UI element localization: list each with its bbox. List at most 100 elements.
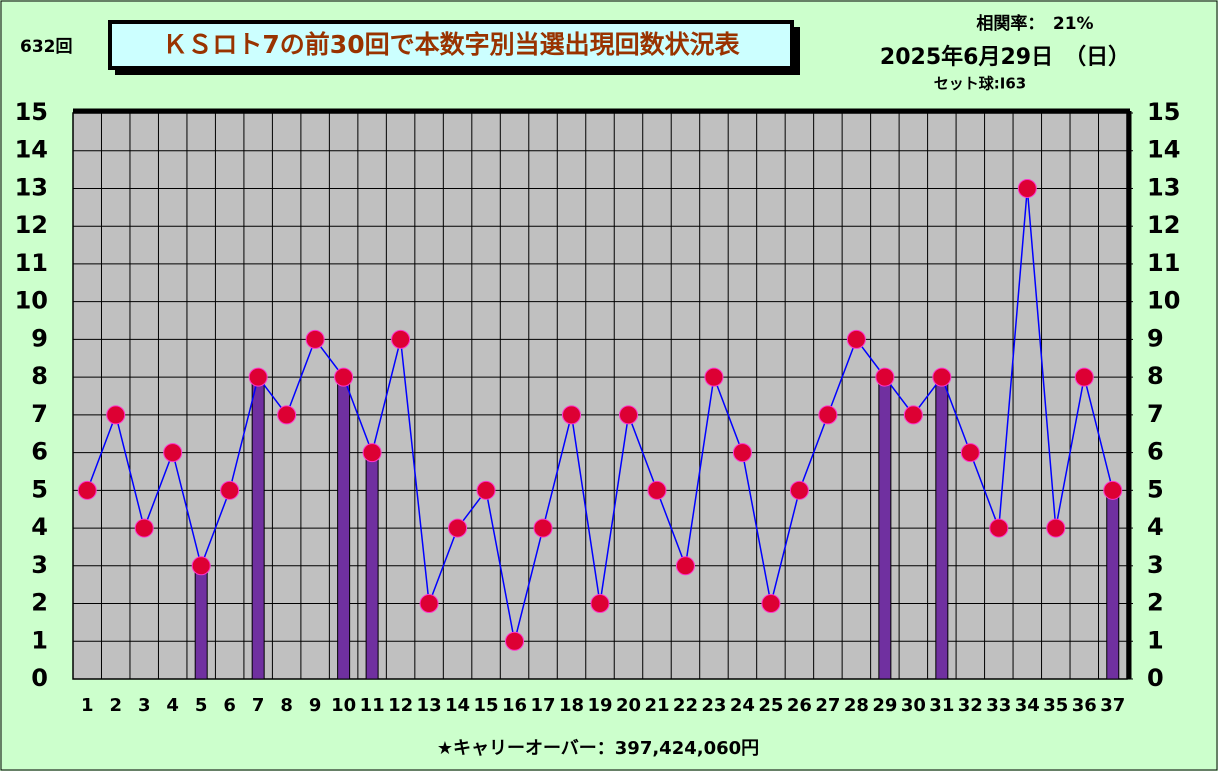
chart-title: ＫＳロト7の前30回で本数字別当選出現回数状況表 bbox=[162, 30, 740, 59]
x-tick-label: 31 bbox=[929, 695, 954, 716]
plot-area bbox=[73, 113, 1127, 679]
x-tick-label: 30 bbox=[901, 695, 926, 716]
y-tick-label: 13 bbox=[15, 173, 48, 201]
marker bbox=[77, 480, 97, 500]
set-ball: セット球:I63 bbox=[934, 75, 1026, 93]
x-tick-label: 29 bbox=[872, 695, 897, 716]
y-tick-label: 1 bbox=[31, 626, 48, 654]
marker bbox=[391, 329, 411, 349]
marker bbox=[1103, 480, 1123, 500]
y2-tick-label: 2 bbox=[1147, 589, 1164, 617]
marker bbox=[1017, 178, 1037, 198]
marker bbox=[960, 443, 980, 463]
y-tick-label: 11 bbox=[15, 249, 48, 277]
x-tick-label: 20 bbox=[616, 695, 641, 716]
x-tick-label: 16 bbox=[502, 695, 527, 716]
bar bbox=[935, 376, 949, 680]
y-tick-label: 4 bbox=[31, 513, 48, 541]
x-tick-label: 6 bbox=[223, 695, 236, 716]
marker bbox=[1074, 367, 1094, 387]
marker bbox=[618, 405, 638, 425]
y-tick-label: 5 bbox=[31, 475, 48, 503]
x-tick-label: 2 bbox=[109, 695, 122, 716]
bar bbox=[194, 565, 208, 680]
y-tick-label: 8 bbox=[31, 362, 48, 390]
marker bbox=[419, 594, 439, 614]
marker bbox=[448, 518, 468, 538]
y2-tick-label: 6 bbox=[1147, 438, 1164, 466]
marker bbox=[704, 367, 724, 387]
x-tick-label: 18 bbox=[559, 695, 584, 716]
marker bbox=[505, 631, 525, 651]
x-tick-label: 7 bbox=[252, 695, 265, 716]
x-tick-label: 13 bbox=[417, 695, 442, 716]
x-tick-label: 32 bbox=[958, 695, 983, 716]
marker bbox=[932, 367, 952, 387]
x-tick-label: 11 bbox=[360, 695, 385, 716]
y2-tick-label: 9 bbox=[1147, 324, 1164, 352]
x-tick-label: 22 bbox=[673, 695, 698, 716]
bar bbox=[337, 376, 351, 680]
marker bbox=[163, 443, 183, 463]
y2-tick-label: 10 bbox=[1147, 287, 1180, 315]
y-tick-label: 14 bbox=[15, 136, 48, 164]
x-tick-label: 5 bbox=[195, 695, 208, 716]
y2-tick-label: 14 bbox=[1147, 136, 1180, 164]
x-tick-label: 28 bbox=[844, 695, 869, 716]
bar bbox=[1106, 489, 1120, 680]
marker bbox=[134, 518, 154, 538]
marker bbox=[305, 329, 325, 349]
x-tick-label: 15 bbox=[474, 695, 499, 716]
y2-tick-label: 4 bbox=[1147, 513, 1164, 541]
x-tick-label: 12 bbox=[388, 695, 413, 716]
marker bbox=[875, 367, 895, 387]
marker bbox=[106, 405, 126, 425]
x-tick-label: 33 bbox=[986, 695, 1011, 716]
y-tick-label: 2 bbox=[31, 589, 48, 617]
marker bbox=[846, 329, 866, 349]
marker bbox=[675, 556, 695, 576]
marker bbox=[761, 594, 781, 614]
marker bbox=[903, 405, 923, 425]
y2-tick-label: 11 bbox=[1147, 249, 1180, 277]
y2-tick-label: 15 bbox=[1147, 98, 1180, 126]
y2-tick-label: 5 bbox=[1147, 475, 1164, 503]
x-tick-label: 19 bbox=[587, 695, 612, 716]
x-tick-label: 14 bbox=[445, 695, 470, 716]
y-tick-label: 9 bbox=[31, 324, 48, 352]
y2-tick-label: 7 bbox=[1147, 400, 1164, 428]
x-tick-label: 35 bbox=[1043, 695, 1068, 716]
y2-tick-label: 8 bbox=[1147, 362, 1164, 390]
x-tick-label: 10 bbox=[331, 695, 356, 716]
x-tick-label: 4 bbox=[166, 695, 179, 716]
x-tick-label: 37 bbox=[1100, 695, 1125, 716]
marker bbox=[562, 405, 582, 425]
date: 2025年6月29日 （日） bbox=[880, 44, 1130, 70]
x-tick-label: 23 bbox=[701, 695, 726, 716]
marker bbox=[277, 405, 297, 425]
marker bbox=[191, 556, 211, 576]
marker bbox=[789, 480, 809, 500]
y2-tick-label: 13 bbox=[1147, 173, 1180, 201]
marker bbox=[732, 443, 752, 463]
x-tick-label: 17 bbox=[530, 695, 555, 716]
marker bbox=[362, 443, 382, 463]
marker bbox=[818, 405, 838, 425]
marker bbox=[989, 518, 1009, 538]
y2-tick-label: 1 bbox=[1147, 626, 1164, 654]
marker bbox=[220, 480, 240, 500]
carryover: ★キャリーオーバー：397,424,060円 bbox=[437, 738, 759, 759]
x-tick-label: 9 bbox=[309, 695, 322, 716]
x-tick-label: 36 bbox=[1072, 695, 1097, 716]
y2-tick-label: 3 bbox=[1147, 551, 1164, 579]
title-box bbox=[108, 20, 794, 70]
x-tick-label: 24 bbox=[730, 695, 755, 716]
correlation: 相関率： 21% bbox=[976, 13, 1093, 34]
x-tick-label: 8 bbox=[280, 695, 293, 716]
draw-number: 632回 bbox=[20, 37, 73, 57]
x-tick-label: 25 bbox=[758, 695, 783, 716]
y-tick-label: 15 bbox=[15, 98, 48, 126]
x-tick-label: 27 bbox=[815, 695, 840, 716]
marker bbox=[248, 367, 268, 387]
